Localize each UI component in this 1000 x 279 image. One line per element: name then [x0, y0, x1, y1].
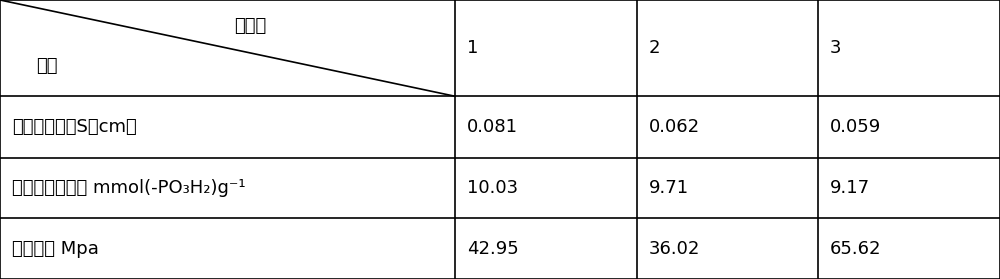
- Text: 0.081: 0.081: [467, 118, 518, 136]
- Text: 10.03: 10.03: [467, 179, 518, 197]
- Text: 拉伸强度 Mpa: 拉伸强度 Mpa: [12, 240, 99, 258]
- Text: 0.062: 0.062: [649, 118, 700, 136]
- Text: 1: 1: [467, 39, 478, 57]
- Text: 0.059: 0.059: [830, 118, 881, 136]
- Text: 65.62: 65.62: [830, 240, 882, 258]
- Text: 36.02: 36.02: [649, 240, 700, 258]
- Text: 9.17: 9.17: [830, 179, 870, 197]
- Text: 3: 3: [830, 39, 842, 57]
- Text: 应用例: 应用例: [234, 17, 266, 35]
- Text: 2: 2: [649, 39, 660, 57]
- Text: 9.71: 9.71: [649, 179, 689, 197]
- Text: 质子导电率（S／cm）: 质子导电率（S／cm）: [12, 118, 137, 136]
- Text: 性能: 性能: [36, 57, 58, 75]
- Text: 42.95: 42.95: [467, 240, 519, 258]
- Text: 磷酸的等价密度 mmol(-PO₃H₂)g⁻¹: 磷酸的等价密度 mmol(-PO₃H₂)g⁻¹: [12, 179, 246, 197]
